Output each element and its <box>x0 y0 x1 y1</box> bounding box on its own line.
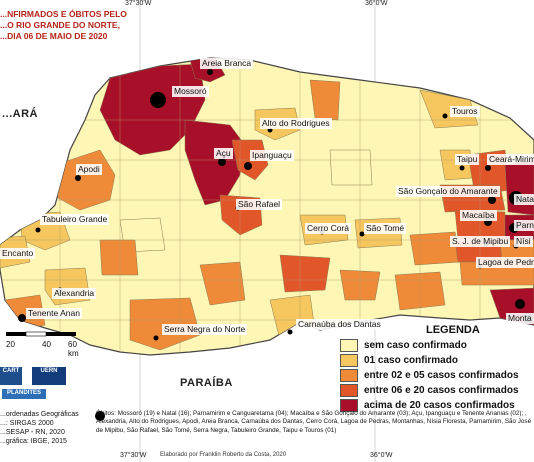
legend-item: entre 06 e 20 casos confirmados <box>340 383 534 398</box>
title-line: ...O RIO GRANDE DO NORTE, <box>0 20 120 30</box>
legend-label: 01 caso confirmado <box>364 355 458 366</box>
legend-item: sem caso confirmado <box>340 338 534 353</box>
legend-item: entre 02 e 05 casos confirmados <box>340 368 534 383</box>
label-montanhas: Monta <box>506 313 534 324</box>
label-parnamirim: Parn <box>514 220 534 231</box>
map-title: ...NFIRMADOS E ÓBITOS PELO ...O RIO GRAN… <box>0 9 140 42</box>
footnote-marker <box>95 411 105 421</box>
footnote-deaths: Óbitos: Mossoró (19) e Natal (16); Parna… <box>96 410 532 434</box>
label-encanto: Encanto <box>0 248 36 259</box>
label-sao-tome: São Tomé <box>364 223 407 234</box>
scale-tick: 60 km <box>68 340 79 358</box>
map-info: ...ordenadas Geográficas ...: SIRGAS 200… <box>0 394 96 446</box>
legend-swatch <box>340 354 358 367</box>
label-cerro-cora: Cerro Corá <box>305 223 352 234</box>
scale-tick: 20 <box>6 340 15 349</box>
marker-sao-goncalo <box>488 196 496 204</box>
legend-label: entre 06 e 20 casos confirmados <box>364 385 519 396</box>
legend-item: 01 caso confirmado <box>340 353 534 368</box>
logo-uern: UERN <box>32 367 66 385</box>
marker-tenente <box>18 314 26 322</box>
legend: LEGENDA sem caso confirmado 01 caso conf… <box>340 324 534 413</box>
label-sao-rafael: São Rafael <box>236 199 283 210</box>
marker-tabuleiro <box>35 227 41 233</box>
label-natal: Nata <box>514 194 534 205</box>
marker-taipu <box>459 165 465 171</box>
label-alexandria: Alexandria <box>52 288 97 299</box>
coord-bottom-right: 36°0'W <box>370 452 393 459</box>
label-areia-branca: Areia Branca <box>200 58 254 69</box>
scale-bar <box>6 331 76 337</box>
label-serra-negra: Serra Negra do Norte <box>162 324 248 335</box>
coord-top-right: 36°0'W <box>365 0 388 7</box>
marker-touros <box>442 113 448 119</box>
marker-apodi <box>75 175 81 181</box>
label-nisia: Nísi <box>514 236 533 247</box>
municipality-alexandria <box>44 267 91 306</box>
marker-monta <box>515 299 525 309</box>
marker-mossoro <box>150 92 166 108</box>
info-coords: ...ordenadas Geográficas <box>0 411 79 418</box>
marker-carnauba <box>287 329 293 335</box>
info-source: ...SESAP - RN, 2020 <box>0 429 65 436</box>
legend-swatch <box>340 369 358 382</box>
title-line: ...DIA 06 DE MAIO DE 2020 <box>0 31 108 41</box>
label-macaiba: Macaíba <box>460 210 497 221</box>
info-base: ...gráfica: IBGE, 2015 <box>0 438 67 445</box>
legend-title: LEGENDA <box>426 324 480 336</box>
marker-acu <box>218 158 226 166</box>
state-paraiba: PARAÍBA <box>180 377 233 389</box>
label-taipu: Taipu <box>455 154 480 165</box>
marker-ceara-mirim <box>485 165 491 171</box>
label-lagoa-pedras: Lagoa de Pedr <box>476 257 534 268</box>
label-touros: Touros <box>450 106 480 117</box>
legend-swatch <box>340 384 358 397</box>
municipality-f <box>309 79 341 121</box>
municipality-b <box>199 261 246 306</box>
municipality-a <box>279 254 331 293</box>
legend-label: sem caso confirmado <box>364 340 467 351</box>
logo-cart: CART <box>0 367 22 385</box>
title-line: ...NFIRMADOS E ÓBITOS PELO <box>0 9 127 19</box>
coord-bottom-left: 37°30'W <box>120 452 147 459</box>
label-apodi: Apodi <box>76 164 102 175</box>
state-ceara: ...ARÁ <box>2 108 38 120</box>
marker-areia-branca <box>207 69 213 75</box>
label-tenente-ananias: Tenente Anan <box>26 308 82 319</box>
label-alto-rodrigues: Alto do Rodrigues <box>260 118 332 129</box>
info-datum: ...: SIRGAS 2000 <box>0 420 54 427</box>
logo-plandites: PLANDITES <box>2 389 46 399</box>
legend-item: acima de 20 casos confirmados <box>340 398 534 413</box>
label-acu: Açu <box>214 148 233 159</box>
coord-top-left: 37°30'W <box>125 0 152 7</box>
label-ceara-mirim: Ceará-Mirim <box>487 154 534 165</box>
municipality-h <box>99 239 139 276</box>
label-ipanguacu: Ipanguaçu <box>250 150 294 161</box>
label-sao-goncalo: São Gonçalo do Amarante <box>396 186 500 197</box>
municipality-touros <box>419 89 479 129</box>
legend-label: entre 02 e 05 casos confirmados <box>364 370 519 381</box>
marker-ipanguacu <box>244 162 252 170</box>
legend-swatch <box>340 399 358 412</box>
legend-swatch <box>340 339 358 352</box>
label-carnauba: Carnaúba dos Dantas <box>296 319 383 330</box>
label-mossoro: Mossoró <box>172 86 209 97</box>
municipality-i <box>329 149 373 186</box>
label-tabuleiro: Tabuleiro Grande <box>40 214 110 225</box>
credit: Elaborado por Franklin Roberto da Costa,… <box>160 452 287 458</box>
scale-tick: 40 <box>42 340 51 349</box>
municipality-natal <box>504 159 534 216</box>
marker-sao-tome <box>359 231 365 237</box>
label-mipibu: S. J. de Mipibu <box>450 236 511 247</box>
legend-label: acima de 20 casos confirmados <box>364 400 515 411</box>
marker-serra-negra <box>153 335 159 341</box>
